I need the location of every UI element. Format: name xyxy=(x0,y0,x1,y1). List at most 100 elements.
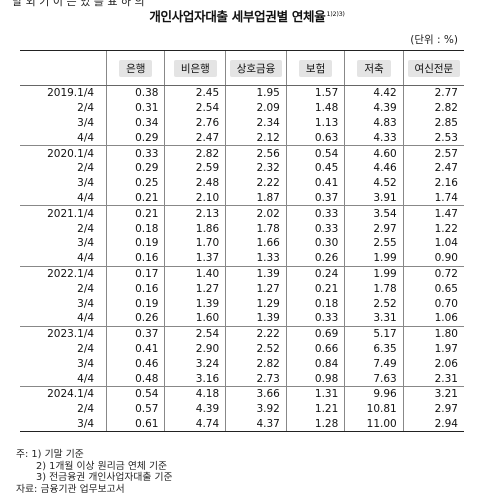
header-bank-label: 은행 xyxy=(119,59,153,77)
period-cell: 4/4 xyxy=(77,191,95,204)
rate-cell: 0.41 xyxy=(285,175,345,191)
rate-cell: 0.17 xyxy=(106,265,165,282)
footnote-1: 주: 1) 기말 기준 xyxy=(16,449,84,460)
rate-cell: 7.63 xyxy=(344,371,404,387)
rate-cell: 1.40 xyxy=(164,265,226,282)
header-row: 은행 비은행 상호금융 보험 저축 여신전문 xyxy=(20,50,464,86)
period-cell: 4/4 xyxy=(77,252,95,265)
rate-cell: 0.33 xyxy=(285,310,345,327)
rate-cell: 2.73 xyxy=(225,371,287,387)
rate-cell: 2.12 xyxy=(225,130,287,146)
rate-cell: 4.46 xyxy=(344,160,404,176)
rate-cell: 0.33 xyxy=(285,205,345,222)
rate-cell: 1.87 xyxy=(225,190,287,206)
period-cell: 4/4 xyxy=(77,312,95,325)
rate-cell: 4.39 xyxy=(344,100,404,116)
header-nonbank-label: 비은행 xyxy=(173,59,217,77)
rate-cell: 0.84 xyxy=(285,356,345,372)
rate-cell: 2.16 xyxy=(402,175,464,191)
table-row: 4/4 0.26 1.60 1.39 0.33 3.31 1.06 xyxy=(20,310,464,327)
rate-cell: 0.61 xyxy=(106,416,165,433)
rate-cell: 1.99 xyxy=(344,265,404,282)
rate-cell: 0.72 xyxy=(402,265,464,282)
rate-cell: 1.39 xyxy=(164,296,226,311)
period-cell: 3/4 xyxy=(77,116,95,129)
rate-cell: 1.04 xyxy=(402,235,464,251)
cropped-top-text: 말 외 기 이 는 있 를 표 하 의 xyxy=(12,0,145,8)
rate-cell: 1.33 xyxy=(225,250,287,267)
rate-cell: 2.82 xyxy=(402,100,464,116)
rate-cell: 1.47 xyxy=(402,205,464,222)
rate-cell: 0.70 xyxy=(402,296,464,311)
table-row: 2/4 0.57 4.39 3.92 1.21 10.81 2.97 xyxy=(20,401,464,417)
period-cell: 2/4 xyxy=(77,102,95,115)
rate-cell: 0.63 xyxy=(285,130,345,146)
table-row: 3/4 0.46 3.24 2.82 0.84 7.49 2.06 xyxy=(20,356,464,372)
header-insurance: 보험 xyxy=(285,50,345,86)
rate-cell: 0.16 xyxy=(106,250,165,267)
header-specialized-credit: 여신전문 xyxy=(402,50,464,86)
rate-cell: 0.34 xyxy=(106,115,165,131)
rate-cell: 4.39 xyxy=(164,401,226,417)
rate-cell: 4.83 xyxy=(344,115,404,131)
rate-cell: 2.94 xyxy=(402,416,464,433)
rate-cell: 0.21 xyxy=(106,205,165,222)
rate-cell: 4.33 xyxy=(344,130,404,146)
rate-cell: 7.49 xyxy=(344,356,404,372)
rate-cell: 0.37 xyxy=(285,190,345,206)
rate-cell: 2.52 xyxy=(344,296,404,311)
table-row: 2/4 0.41 2.90 2.52 0.66 6.35 1.97 xyxy=(20,341,464,357)
header-nonbank: 비은행 xyxy=(164,50,226,86)
rate-cell: 0.21 xyxy=(285,281,345,297)
rate-cell: 1.22 xyxy=(402,221,464,236)
header-savings-bank: 상호금융 xyxy=(225,50,287,86)
rate-cell: 2.13 xyxy=(164,205,226,222)
period-cell: 2/4 xyxy=(77,222,95,235)
rate-cell: 1.27 xyxy=(164,281,226,297)
rate-cell: 0.66 xyxy=(285,341,345,357)
rate-cell: 0.54 xyxy=(106,385,165,402)
table-row: 4/4 0.16 1.37 1.33 0.26 1.99 0.90 xyxy=(20,250,464,267)
rate-cell: 1.29 xyxy=(225,296,287,311)
table-row: 2024.1/4 0.54 4.18 3.66 1.31 9.96 3.21 xyxy=(20,385,464,402)
rate-cell: 3.31 xyxy=(344,310,404,327)
rate-cell: 1.66 xyxy=(225,235,287,251)
period-cell: 2/4 xyxy=(77,403,95,416)
rate-cell: 0.19 xyxy=(106,296,165,311)
rate-cell: 1.74 xyxy=(402,190,464,206)
period-cell: 3/4 xyxy=(77,177,95,190)
footnote-3: 3) 전금융권 개인사업자대출 기준 xyxy=(36,472,173,483)
rate-cell: 2.54 xyxy=(164,100,226,116)
table-row: 4/4 0.29 2.47 2.12 0.63 4.33 2.53 xyxy=(20,130,464,146)
rate-cell: 3.92 xyxy=(225,401,287,417)
rate-cell: 3.54 xyxy=(344,205,404,222)
rate-cell: 1.06 xyxy=(402,310,464,327)
table-row: 2022.1/4 0.17 1.40 1.39 0.24 1.99 0.72 xyxy=(20,265,464,282)
rate-cell: 2.02 xyxy=(225,205,287,222)
table-row: 3/4 0.25 2.48 2.22 0.41 4.52 2.16 xyxy=(20,175,464,191)
table-title: 개인사업자대출 세부업권별 연체율1)2)3) xyxy=(0,6,494,25)
source-note: 자료: 금융기관 업무보고서 xyxy=(16,483,125,495)
rate-cell: 2.10 xyxy=(164,190,226,206)
rate-cell: 0.48 xyxy=(106,371,165,387)
header-savings-bank-label: 상호금융 xyxy=(229,59,283,77)
rate-cell: 0.26 xyxy=(285,250,345,267)
rate-cell: 2.82 xyxy=(225,356,287,372)
rate-cell: 0.29 xyxy=(106,160,165,176)
rate-cell: 3.91 xyxy=(344,190,404,206)
footnote-2: 2) 1개월 이상 원리금 연체 기준 xyxy=(36,460,168,472)
rate-cell: 4.60 xyxy=(344,145,404,161)
rate-cell: 5.17 xyxy=(344,325,404,342)
rate-cell: 2.90 xyxy=(164,341,226,357)
rate-cell: 0.30 xyxy=(285,235,345,251)
rate-cell: 2.59 xyxy=(164,160,226,176)
rate-cell: 3.21 xyxy=(402,385,464,402)
table-row: 2/4 0.16 1.27 1.27 0.21 1.78 0.65 xyxy=(20,281,464,297)
rate-cell: 11.00 xyxy=(344,416,404,433)
table-row: 2023.1/4 0.37 2.54 2.22 0.69 5.17 1.80 xyxy=(20,325,464,342)
table-row: 2020.1/4 0.33 2.82 2.56 0.54 4.60 2.57 xyxy=(20,145,464,161)
table-row: 2019.1/4 0.38 2.45 1.95 1.57 4.42 2.77 xyxy=(20,84,464,101)
table-body: 2019.1/4 0.38 2.45 1.95 1.57 4.42 2.77 2/4 0.31 2… xyxy=(20,84,464,433)
table-row: 2/4 0.31 2.54 2.09 1.48 4.39 2.82 xyxy=(20,100,464,116)
period-cell: 2024.1/4 xyxy=(20,385,107,402)
